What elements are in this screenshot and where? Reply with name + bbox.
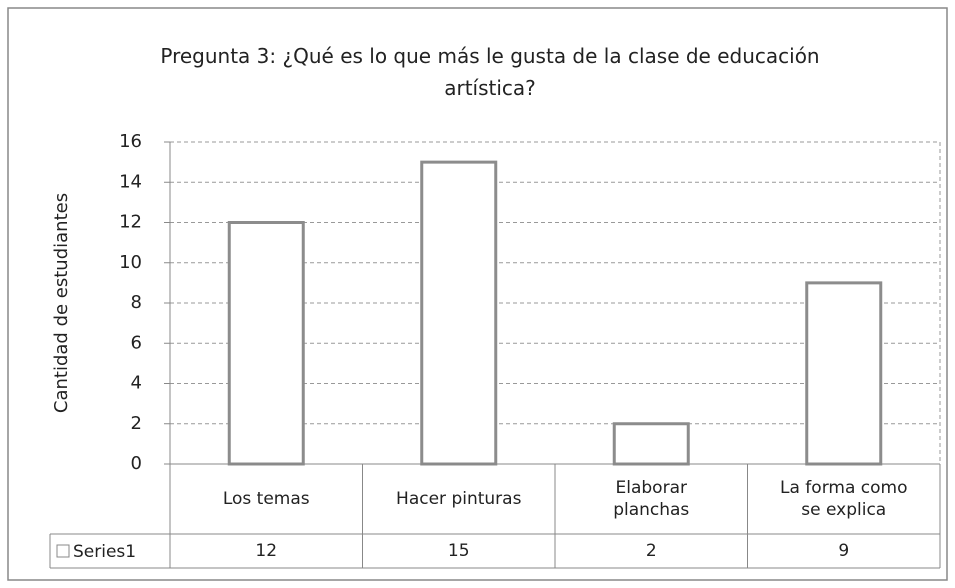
- y-tick-label: 8: [131, 292, 142, 313]
- y-tick-label: 4: [131, 373, 142, 394]
- y-tick-label: 2: [131, 413, 142, 434]
- x-tick-label: Los temas: [222, 488, 310, 509]
- data-table-value: 12: [255, 540, 278, 561]
- data-table-value-cell: 12: [170, 534, 363, 568]
- x-tick-label: La forma como se explica: [780, 477, 908, 520]
- data-table-value-box: 2: [555, 534, 748, 568]
- chart-title-box: Pregunta 3: ¿Qué es lo que más le gusta …: [160, 44, 820, 100]
- data-table-value: 15: [447, 540, 470, 561]
- x-tick-label: Elaborar planchas: [613, 477, 690, 520]
- data-table-value: 2: [645, 540, 657, 561]
- y-tick-label: 0: [131, 453, 142, 474]
- data-table-value-box: 15: [363, 534, 556, 568]
- data-table-value-cell: 2: [555, 534, 748, 568]
- bar: [420, 160, 498, 466]
- x-tick-label-box: Los temas: [170, 464, 363, 534]
- y-tick-label: 12: [119, 212, 142, 233]
- legend-swatch: [56, 544, 70, 558]
- bar: [612, 422, 690, 466]
- x-tick-label-box: Hacer pinturas: [363, 464, 556, 534]
- y-tick-label: 14: [119, 171, 142, 192]
- data-table-value-cell: 15: [363, 534, 556, 568]
- y-tick-label: 16: [119, 131, 142, 152]
- y-tick-label: 10: [119, 252, 142, 273]
- y-tick-label: 6: [131, 332, 142, 353]
- bar: [805, 281, 883, 466]
- x-tick-label-cell: La forma como se explica: [748, 464, 941, 534]
- x-tick-label-box: Elaborar planchas: [555, 464, 748, 534]
- bar: [227, 221, 305, 466]
- data-table-value-box: 12: [170, 534, 363, 568]
- data-table-value: 9: [838, 540, 850, 561]
- x-tick-label-cell: Hacer pinturas: [363, 464, 556, 534]
- y-axis-label: Cantidad de estudiantes: [51, 193, 72, 413]
- x-tick-label-cell: Elaborar planchas: [555, 464, 748, 534]
- chart-title: Pregunta 3: ¿Qué es lo que más le gusta …: [160, 44, 820, 100]
- legend-label: Series1: [73, 542, 136, 562]
- data-table-value-box: 9: [748, 534, 941, 568]
- data-table-value-cell: 9: [748, 534, 941, 568]
- x-tick-label-box: La forma como se explica: [748, 464, 941, 534]
- x-tick-label: Hacer pinturas: [396, 488, 522, 509]
- x-tick-label-cell: Los temas: [170, 464, 363, 534]
